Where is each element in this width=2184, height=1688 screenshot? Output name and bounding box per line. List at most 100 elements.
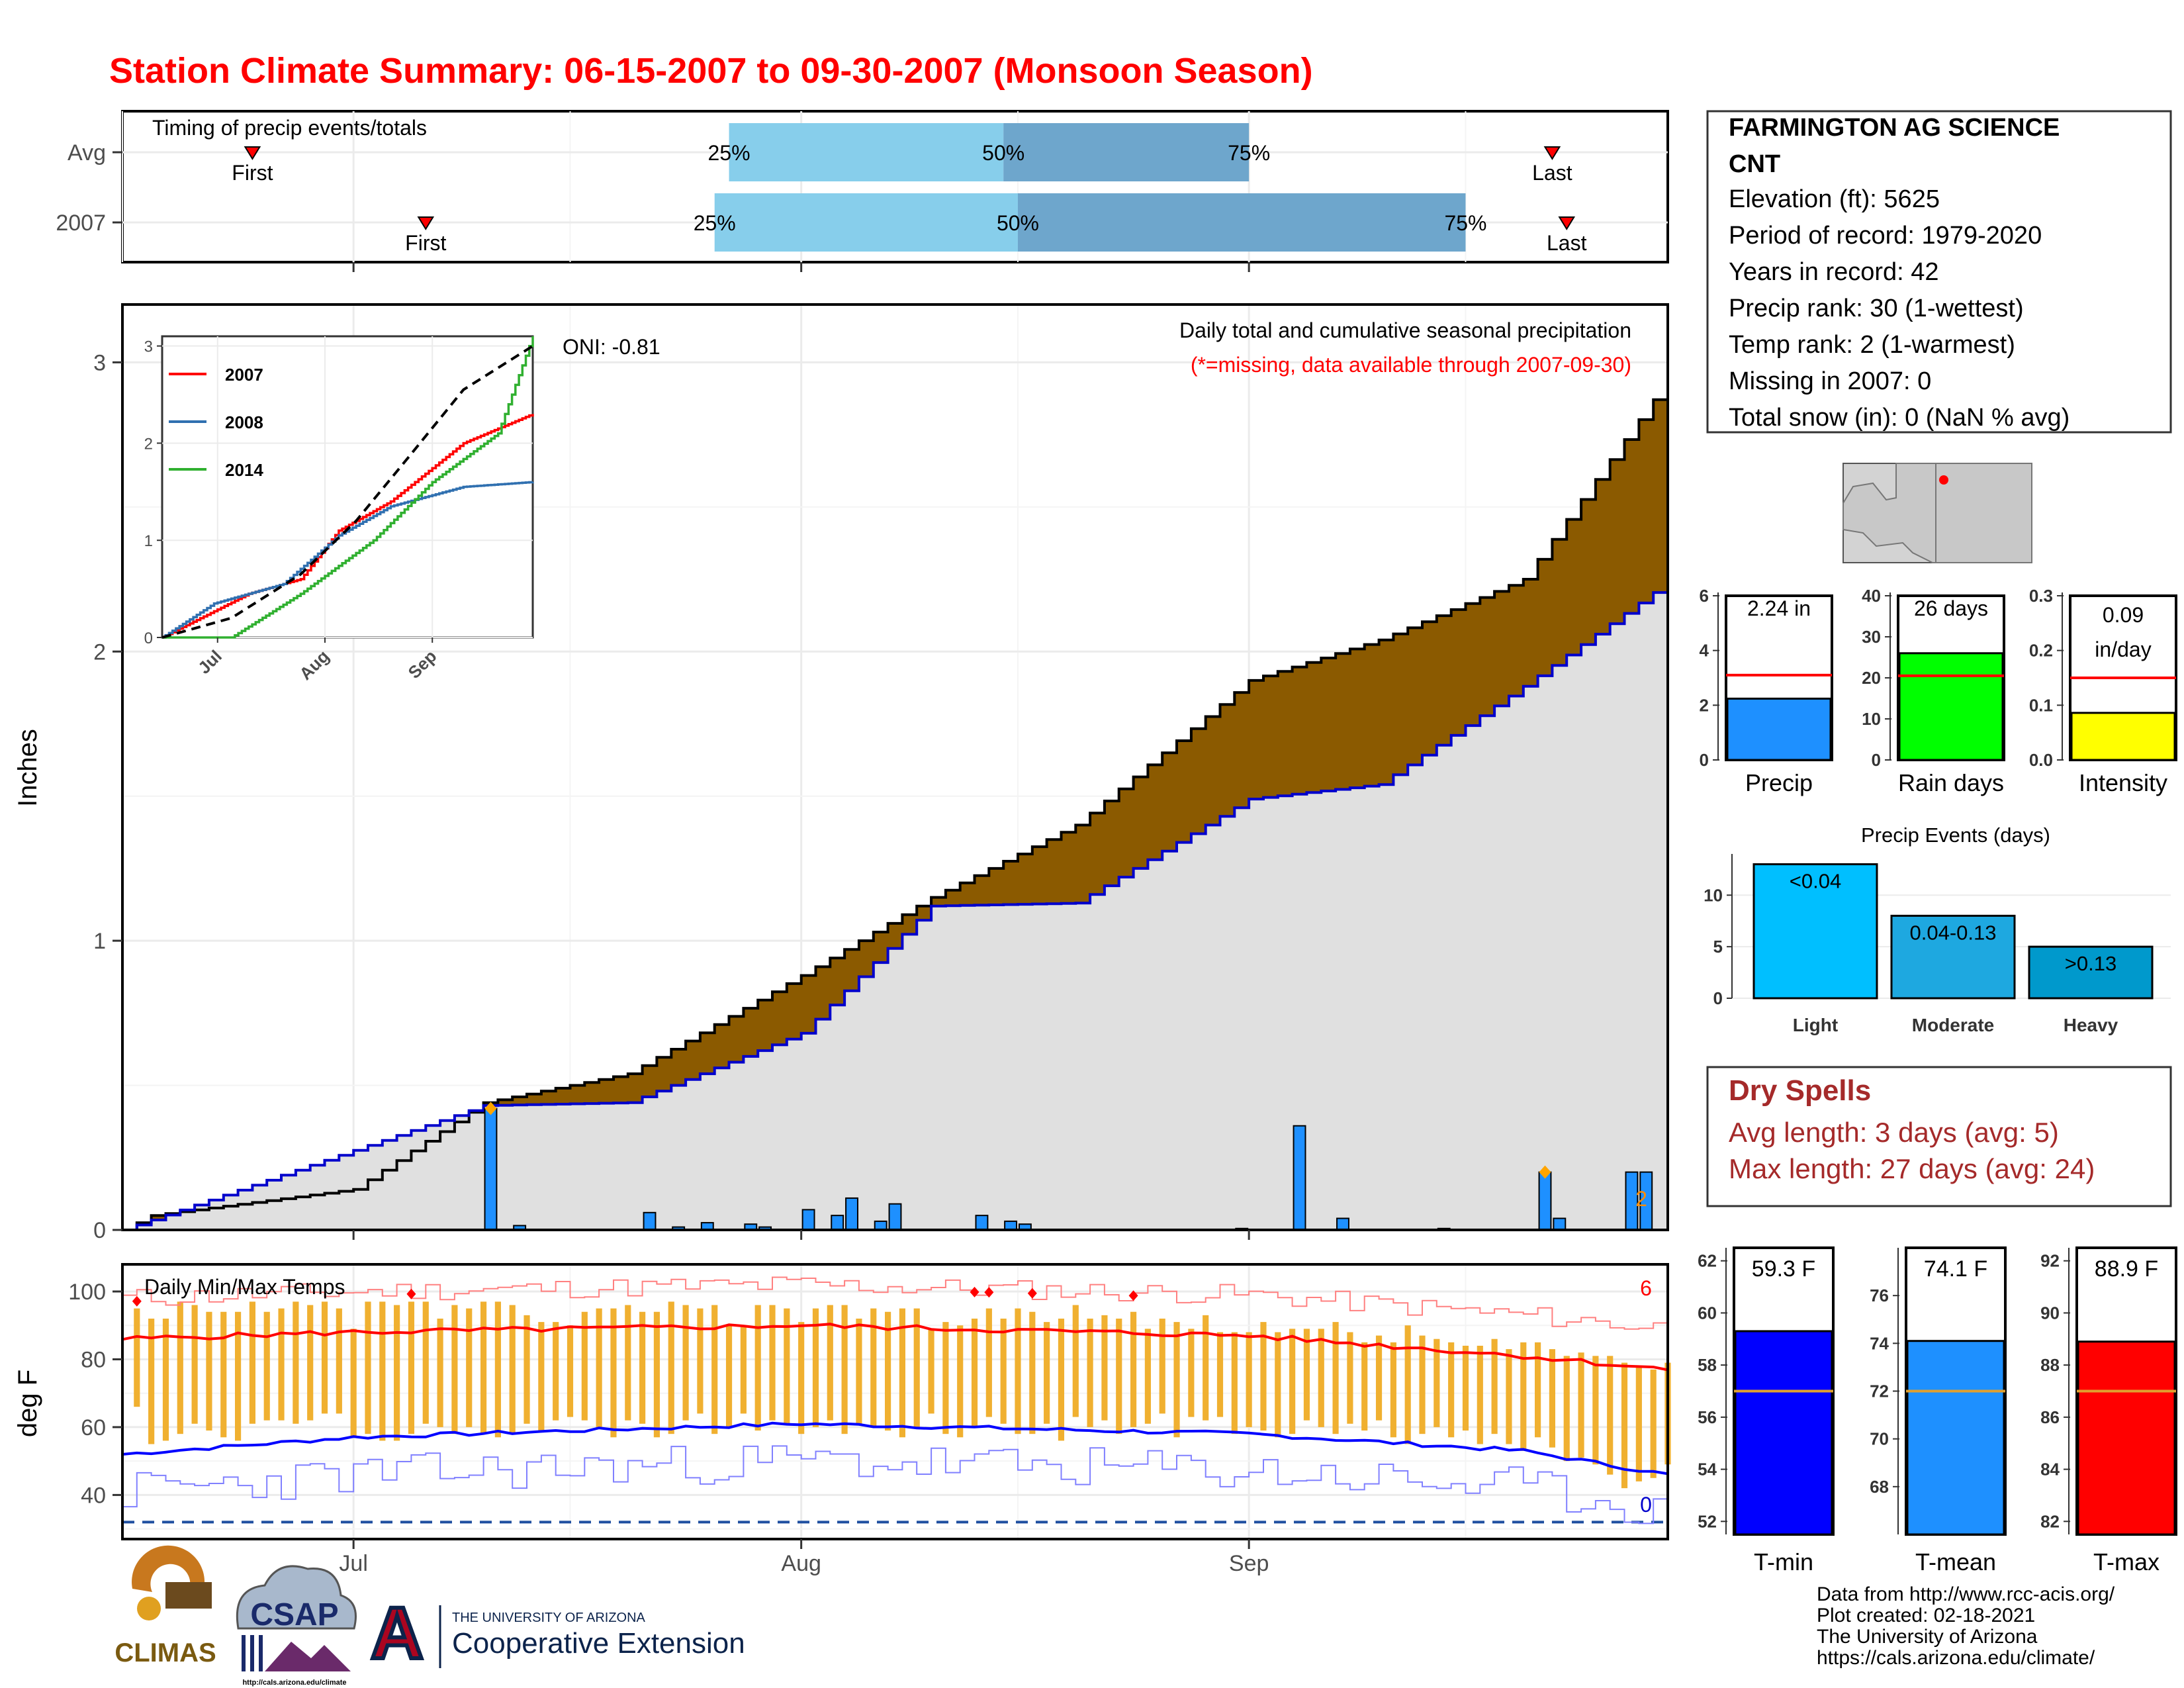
temp-y-tick-label: 60 (81, 1415, 106, 1440)
daily-temp-range-bar (1390, 1342, 1396, 1438)
record-high-count: 6 (1640, 1276, 1652, 1300)
temp-summary-label: 88.9 F (2095, 1256, 2158, 1282)
university-logo: A THE UNIVERSITY OF ARIZONA Cooperative … (369, 1591, 745, 1676)
daily-temp-range-bar (1044, 1322, 1050, 1424)
daily-temp-range-bar (596, 1308, 602, 1427)
temp-summary-tick: 70 (1870, 1429, 1889, 1449)
station-missing: Missing in 2007: 0 (1729, 367, 1931, 395)
cumulative-2007-line (122, 582, 1669, 1231)
daily-temp-range-bar (1231, 1332, 1238, 1434)
daily-temp-range-bar (740, 1325, 747, 1414)
daily-temp-range-bar (942, 1322, 949, 1434)
climas-logo: CLIMAS (114, 1545, 216, 1667)
temp-summary-tick: 68 (1870, 1477, 1889, 1497)
temp-summary-tick: 76 (1870, 1286, 1889, 1305)
first-event-label: First (405, 231, 446, 255)
p50-label: 50% (997, 211, 1039, 235)
daily-temp-range-bar (422, 1301, 429, 1424)
credit-university: The University of Arizona (1817, 1626, 2038, 1648)
daily-temp-range-bar (278, 1308, 285, 1421)
daily-temp-range-bar (754, 1305, 761, 1431)
precip-record-count: 2 (1635, 1187, 1647, 1211)
event-y-tick: 5 (1713, 937, 1723, 957)
dry-spells-max: Max length: 27 days (avg: 24) (1729, 1153, 2095, 1184)
temp-summary-tick: 54 (1698, 1460, 1717, 1479)
temp-summary-tick: 88 (2040, 1355, 2060, 1375)
summary-bar-tick: 2 (1700, 695, 1709, 715)
last-event-label: Last (1532, 161, 1572, 185)
daily-temp-range-bar (1116, 1318, 1122, 1434)
summary-bar-label: 0.09 (2103, 603, 2144, 627)
daily-temp-range-bar (451, 1305, 458, 1434)
daily-temp-range-bar (234, 1311, 242, 1441)
event-y-tick: 10 (1704, 885, 1723, 905)
p25-label: 25% (694, 211, 736, 235)
daily-temp-range-bar (408, 1301, 415, 1434)
summary-bar-tick: 40 (1862, 586, 1881, 606)
summary-bar-label2: in/day (2095, 637, 2151, 661)
daily-temp-range-bar (1506, 1349, 1512, 1444)
temp-summary-name: T-max (2093, 1548, 2160, 1575)
x-tick-label: Sep (1229, 1551, 1269, 1576)
daily-temp-range-bar (971, 1318, 978, 1427)
summary-bar-tick: 20 (1862, 668, 1881, 688)
daily-temp-range-bar (812, 1308, 819, 1427)
timing-title: Timing of precip events/totals (152, 116, 427, 140)
daily-temp-range-bar (394, 1305, 400, 1441)
record-precip-marker (484, 1102, 497, 1115)
quartile-bar-50-75 (1003, 123, 1250, 181)
daily-temp-range-bar (1159, 1318, 1165, 1414)
daily-temp-range-bar (1216, 1332, 1224, 1417)
temp-summary-tick: 52 (1698, 1511, 1717, 1531)
daily-temp-range-bar (494, 1301, 501, 1438)
dry-spells-title: Dry Spells (1729, 1074, 1871, 1107)
quartile-bar-50-75 (1017, 193, 1466, 252)
event-bar-label: <0.04 (1790, 870, 1841, 893)
events-title: Precip Events (days) (1861, 823, 2050, 847)
summary-bar-value (1726, 697, 1832, 761)
ua-name: THE UNIVERSITY OF ARIZONA (452, 1611, 646, 1625)
event-bar-heavy (2028, 945, 2154, 1000)
temp-summary-tick: 74 (1870, 1333, 1889, 1353)
temp-summary-tick: 92 (2040, 1251, 2060, 1271)
daily-temp-range-bar (1448, 1342, 1455, 1438)
first-event-marker (244, 146, 261, 160)
daily-temp-range-bar (191, 1305, 198, 1424)
daily-temp-range-bar (1000, 1318, 1007, 1424)
event-bar-light (1752, 863, 1878, 1000)
daily-temp-range-bar (1015, 1308, 1021, 1434)
temp-summary-bars: 59.3 F 52 54 56 58 60 62 T-min 74.1 F 68 70 72 74 76 T… (1698, 1246, 2177, 1575)
daily-temp-range-bar (206, 1311, 212, 1431)
daily-temp-range-bar (1303, 1329, 1310, 1421)
temp-summary-tick: 84 (2040, 1460, 2060, 1479)
temp-summary-value (1734, 1330, 1833, 1536)
daily-temp-range-bar (365, 1301, 371, 1434)
daily-temp-range-bar (1433, 1338, 1440, 1427)
daily-temp-range-bar (827, 1305, 833, 1421)
daily-temp-range-bar (538, 1322, 545, 1431)
daily-temp-range-bar (336, 1308, 342, 1414)
station-name-line1: FARMINGTON AG SCIENCE (1729, 114, 2060, 142)
temp-summary-label: 74.1 F (1924, 1256, 1987, 1282)
daily-temp-range-bar (928, 1329, 934, 1414)
temp-summary-t-max: 88.9 F 82 84 86 88 90 92 T-max (2040, 1246, 2177, 1575)
inset-y-tick-label: 2 (144, 435, 153, 453)
daily-temp-range-bar (913, 1308, 920, 1427)
first-event-marker (417, 216, 435, 230)
daily-temp-range-bar (1375, 1335, 1383, 1421)
record-high-marker (984, 1287, 994, 1298)
daily-temp-range-bar (1188, 1329, 1195, 1417)
record-high-line (122, 1276, 1668, 1334)
csap-logo: CSAP http://cals.arizona.edu/climate (236, 1565, 357, 1687)
temp-summary-value (1906, 1340, 2005, 1536)
daily-temp-range-bar (553, 1322, 559, 1421)
temp-panel: Daily Min/Max Temps 6 0 40 60 80 100 deg F (13, 1263, 1671, 1540)
daily-temp-range-bar (711, 1305, 718, 1434)
daily-temp-range-bar (1549, 1349, 1556, 1448)
daily-temp-range-bar (1260, 1322, 1267, 1431)
event-category-label: Moderate (1912, 1015, 1994, 1035)
inset-average-line (161, 345, 534, 639)
daily-temp-range-bar (307, 1305, 314, 1421)
daily-temp-range-bar (1361, 1342, 1368, 1431)
inset-y-tick-label: 0 (144, 630, 153, 647)
